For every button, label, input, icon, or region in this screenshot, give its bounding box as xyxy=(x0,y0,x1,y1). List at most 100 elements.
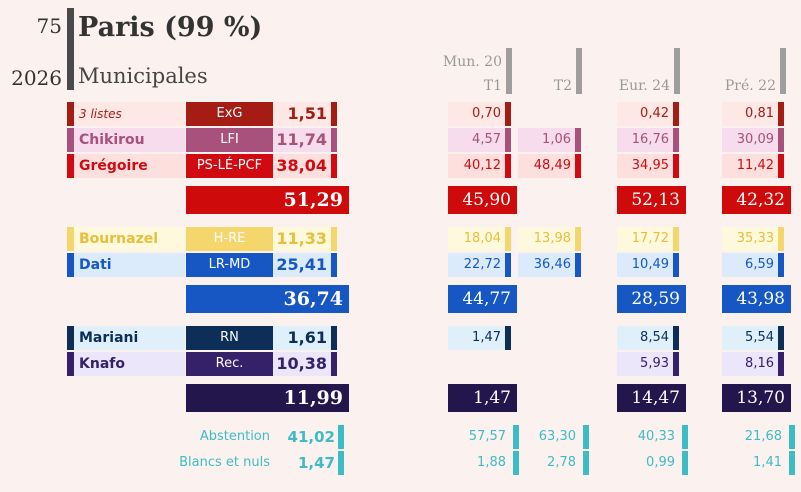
column-divider-pre xyxy=(780,48,786,94)
mun20-t2-marker xyxy=(575,253,581,277)
vote-share-marker xyxy=(331,326,337,350)
pre22-marker xyxy=(778,102,784,126)
candidate-name: 3 listes xyxy=(74,102,185,126)
pre22-value: 11,42 xyxy=(722,154,778,178)
vote-share-marker xyxy=(331,227,337,251)
eur24-value: 16,76 xyxy=(617,128,673,152)
pre22-value: 0,81 xyxy=(722,102,778,126)
mun20-t2-value: 13,98 xyxy=(518,227,575,251)
table-row-exg: 3 listes ExG 1,51 0,70 0,42 0,81 xyxy=(0,102,801,126)
pre22-marker xyxy=(778,326,784,350)
party-badge: LFI xyxy=(186,128,273,152)
vote-share: 11,74 xyxy=(273,128,331,152)
bloc-total-left-eur24: 52,13 xyxy=(617,186,686,214)
bloc-total-left-pre22: 42,32 xyxy=(722,186,791,214)
party-color-swatch xyxy=(67,352,74,376)
vote-share: 1,51 xyxy=(273,102,331,126)
eur24-marker xyxy=(673,227,679,251)
column-header-eur: Eur. 24 xyxy=(618,78,670,94)
pre22-value: 6,59 xyxy=(722,253,778,277)
column-header-mun: Mun. 20 xyxy=(442,54,502,70)
column-header-t1: T1 xyxy=(483,78,502,94)
column-header-t2: T2 xyxy=(553,78,572,94)
mun20-t1-marker xyxy=(505,326,511,350)
blank-votes-pre22: 1,41 xyxy=(753,455,782,470)
vote-share: 11,33 xyxy=(273,227,331,251)
blank-votes-pre22-marker xyxy=(789,451,795,475)
bloc-total-center-eur24: 28,59 xyxy=(617,285,686,313)
abstention-mun20-t1: 57,57 xyxy=(468,429,506,444)
party-badge: PS-LÉ-PCF xyxy=(186,154,273,178)
blank-votes-value: 1,47 xyxy=(297,454,335,472)
vote-share-marker xyxy=(331,128,337,152)
column-divider-t2 xyxy=(576,48,582,94)
blank-votes-row: Blancs et nuls 1,47 1,88 2,78 0,99 1,41 xyxy=(0,451,801,475)
eur24-marker xyxy=(673,326,679,350)
column-divider-eur xyxy=(674,48,680,94)
abstention-row: Abstention 41,02 57,57 63,30 40,33 21,68 xyxy=(0,425,801,449)
bloc-total-right-eur24: 14,47 xyxy=(617,384,686,412)
eur24-value: 10,49 xyxy=(617,253,673,277)
mun20-t2-marker xyxy=(575,128,581,152)
candidate-name: Knafo xyxy=(74,352,185,376)
bloc-total-right-mun20: 1,47 xyxy=(448,384,517,412)
party-badge: Rec. xyxy=(186,352,273,376)
party-color-swatch xyxy=(67,102,74,126)
mun20-t1-value: 0,70 xyxy=(448,102,505,126)
blank-votes-mun20-t1: 1,88 xyxy=(477,455,506,470)
column-header-pre: Pré. 22 xyxy=(724,78,776,94)
party-color-swatch xyxy=(67,128,74,152)
candidate-name: Bournazel xyxy=(74,227,185,251)
abstention-eur24: 40,33 xyxy=(637,429,675,444)
page-subtitle: Municipales xyxy=(78,64,208,88)
bloc-total-right: 11,99 xyxy=(186,384,349,412)
mun20-t1-value: 40,12 xyxy=(448,154,505,178)
bloc-total-left: 51,29 xyxy=(186,186,349,214)
blank-votes-label: Blancs et nuls xyxy=(179,455,270,470)
eur24-value: 0,42 xyxy=(617,102,673,126)
vote-share-marker xyxy=(331,154,337,178)
party-badge: ExG xyxy=(186,102,273,126)
pre22-value: 5,54 xyxy=(722,326,778,350)
mun20-t2-value: 36,46 xyxy=(518,253,575,277)
vote-share-marker xyxy=(331,352,337,376)
pre22-marker xyxy=(778,253,784,277)
blank-votes-mun20-t1-marker xyxy=(513,451,519,475)
party-color-swatch xyxy=(67,227,74,251)
bloc-total-center: 36,74 xyxy=(186,285,349,313)
department-number: 75 xyxy=(36,14,62,38)
table-row-hre: Bournazel H-RE 11,33 18,04 13,98 17,72 3… xyxy=(0,227,801,251)
pre22-value: 35,33 xyxy=(722,227,778,251)
abstention-label: Abstention xyxy=(199,429,270,444)
mun20-t1-value: 1,47 xyxy=(448,326,505,350)
abstention-pre22: 21,68 xyxy=(744,429,782,444)
vote-share-marker xyxy=(331,102,337,126)
vote-share: 25,41 xyxy=(273,253,331,277)
vote-share: 10,38 xyxy=(273,352,331,376)
candidate-name: Dati xyxy=(74,253,185,277)
eur24-value: 17,72 xyxy=(617,227,673,251)
eur24-marker xyxy=(673,352,679,376)
party-badge: H-RE xyxy=(186,227,273,251)
blank-votes-marker xyxy=(338,451,344,475)
candidate-name: Mariani xyxy=(74,326,185,350)
mun20-t1-value: 22,72 xyxy=(448,253,505,277)
blank-votes-mun20-t2-marker xyxy=(583,451,589,475)
election-year: 2026 xyxy=(11,66,62,90)
mun20-t1-value: 4,57 xyxy=(448,128,505,152)
mun20-t2-value: 48,49 xyxy=(518,154,575,178)
abstention-value: 41,02 xyxy=(287,428,335,446)
blank-votes-eur24: 0,99 xyxy=(646,455,675,470)
mun20-t2-value: 1,06 xyxy=(518,128,575,152)
abstention-marker xyxy=(338,425,344,449)
pre22-marker xyxy=(778,352,784,376)
vote-share: 1,61 xyxy=(273,326,331,350)
vote-share: 38,04 xyxy=(273,154,331,178)
pre22-value: 8,16 xyxy=(722,352,778,376)
vote-share-marker xyxy=(331,253,337,277)
party-color-swatch xyxy=(67,154,74,178)
page-title: Paris (99 %) xyxy=(78,12,263,43)
table-row-lrmd: Dati LR-MD 25,41 22,72 36,46 10,49 6,59 xyxy=(0,253,801,277)
abstention-eur24-marker xyxy=(682,425,688,449)
eur24-marker xyxy=(673,253,679,277)
